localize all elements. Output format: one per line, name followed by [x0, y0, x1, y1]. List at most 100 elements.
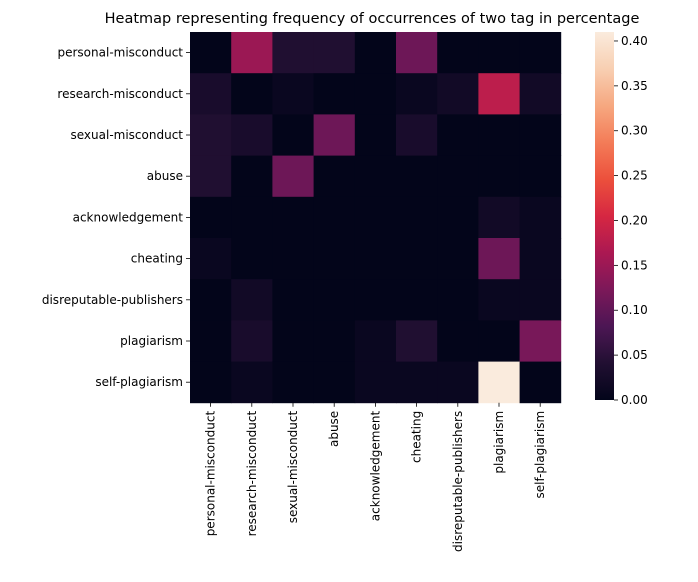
column-tick-label: plagiarism	[492, 411, 506, 474]
heatmap-cell	[231, 320, 273, 362]
colorbar-ticks: 0.00 0.05 0.10 0.15 0.20 0.25 0.30 0.35 0.40	[614, 34, 648, 407]
heatmap-cell	[396, 320, 438, 362]
heatmap-cell	[231, 32, 273, 74]
heatmap-cell	[190, 279, 232, 321]
heatmap-cell	[354, 114, 397, 156]
heatmap-cell	[272, 155, 314, 198]
heatmap-cell	[437, 361, 479, 404]
heatmap-cell	[313, 114, 356, 156]
heatmap-cell	[396, 73, 438, 115]
heatmap-cell	[519, 155, 562, 198]
row-tick-labels: personal-misconduct research-misconduct se…	[42, 46, 190, 389]
row-tick-label: sexual-misconduct	[71, 128, 184, 142]
heatmap-cell	[190, 361, 232, 404]
column-tick-label: abuse	[327, 411, 341, 447]
heatmap-cells	[190, 32, 562, 404]
column-tick-label: self-plagiarism	[533, 411, 547, 499]
heatmap-cell	[437, 155, 479, 198]
row-tick-label: self-plagiarism	[95, 375, 183, 389]
heatmap-cell	[396, 114, 438, 156]
heatmap-cell	[478, 238, 520, 280]
heatmap-cell	[478, 114, 520, 156]
heatmap-cell	[272, 279, 314, 321]
heatmap-cell	[437, 238, 479, 280]
heatmap-cell	[231, 196, 273, 239]
row-tick-label: cheating	[131, 252, 183, 266]
column-tick-label: sexual-misconduct	[286, 411, 300, 524]
heatmap-cell	[437, 320, 479, 362]
heatmap-cell	[437, 279, 479, 321]
heatmap-cell	[354, 238, 397, 280]
heatmap-cell	[437, 32, 479, 74]
heatmap-cell	[272, 32, 314, 74]
heatmap-cell	[396, 155, 438, 198]
heatmap-cell	[190, 196, 232, 239]
heatmap-cell	[478, 196, 520, 239]
colorbar-tick-label: 0.00	[621, 393, 648, 407]
heatmap-cell	[354, 196, 397, 239]
heatmap-cell	[519, 32, 562, 74]
heatmap-cell	[313, 73, 356, 115]
column-tick-label: cheating	[410, 411, 424, 463]
heatmap-cell	[396, 32, 438, 74]
heatmap-cell	[519, 73, 562, 115]
heatmap-cell	[313, 320, 356, 362]
heatmap-cell	[396, 279, 438, 321]
heatmap-cell	[272, 320, 314, 362]
heatmap-cell	[519, 279, 562, 321]
heatmap-cell	[231, 279, 273, 321]
heatmap-cell	[519, 196, 562, 239]
heatmap-cell	[478, 32, 520, 74]
heatmap-cell	[313, 279, 356, 321]
chart-title: Heatmap representing frequency of occurr…	[105, 11, 640, 27]
heatmap-cell	[354, 155, 397, 198]
heatmap-cell	[478, 279, 520, 321]
column-tick-label: disreputable-publishers	[451, 411, 465, 552]
heatmap-cell	[190, 320, 232, 362]
heatmap-cell	[396, 361, 438, 404]
row-tick-label: disreputable-publishers	[42, 293, 183, 307]
colorbar-tick-label: 0.10	[621, 303, 648, 317]
colorbar	[595, 32, 614, 400]
column-tick-label: personal-misconduct	[204, 411, 218, 537]
heatmap-cell	[313, 361, 356, 404]
heatmap-cell	[396, 238, 438, 280]
heatmap-cell	[313, 196, 356, 239]
colorbar-tick-label: 0.30	[621, 124, 648, 138]
heatmap-cell	[231, 361, 273, 404]
heatmap-cell	[354, 320, 397, 362]
column-tick-label: acknowledgement	[368, 411, 382, 522]
heatmap-cell	[313, 32, 356, 74]
heatmap-cell	[519, 238, 562, 280]
colorbar-tick-label: 0.05	[621, 348, 648, 362]
heatmap-cell	[478, 361, 520, 404]
heatmap-cell	[190, 114, 232, 156]
heatmap-cell	[354, 73, 397, 115]
heatmap-cell	[231, 73, 273, 115]
heatmap-cell	[354, 32, 397, 74]
heatmap-cell	[190, 155, 232, 198]
heatmap-cell	[519, 320, 562, 362]
heatmap-cell	[478, 73, 520, 115]
heatmap-cell	[354, 361, 397, 404]
heatmap-cell	[272, 361, 314, 404]
colorbar-tick-label: 0.20	[621, 213, 648, 227]
heatmap-cell	[437, 196, 479, 239]
heatmap-cell	[313, 238, 356, 280]
row-tick-label: personal-misconduct	[58, 46, 184, 60]
heatmap-cell	[396, 196, 438, 239]
heatmap-cell	[478, 155, 520, 198]
heatmap-cell	[190, 32, 232, 74]
heatmap-cell	[437, 114, 479, 156]
heatmap-cell	[190, 238, 232, 280]
heatmap-cell	[272, 238, 314, 280]
heatmap-cell	[354, 279, 397, 321]
colorbar-tick-label: 0.35	[621, 79, 648, 93]
heatmap-cell	[231, 114, 273, 156]
row-tick-label: acknowledgement	[73, 210, 184, 224]
heatmap-cell	[190, 73, 232, 115]
heatmap-cell	[231, 155, 273, 198]
heatmap-cell	[478, 320, 520, 362]
